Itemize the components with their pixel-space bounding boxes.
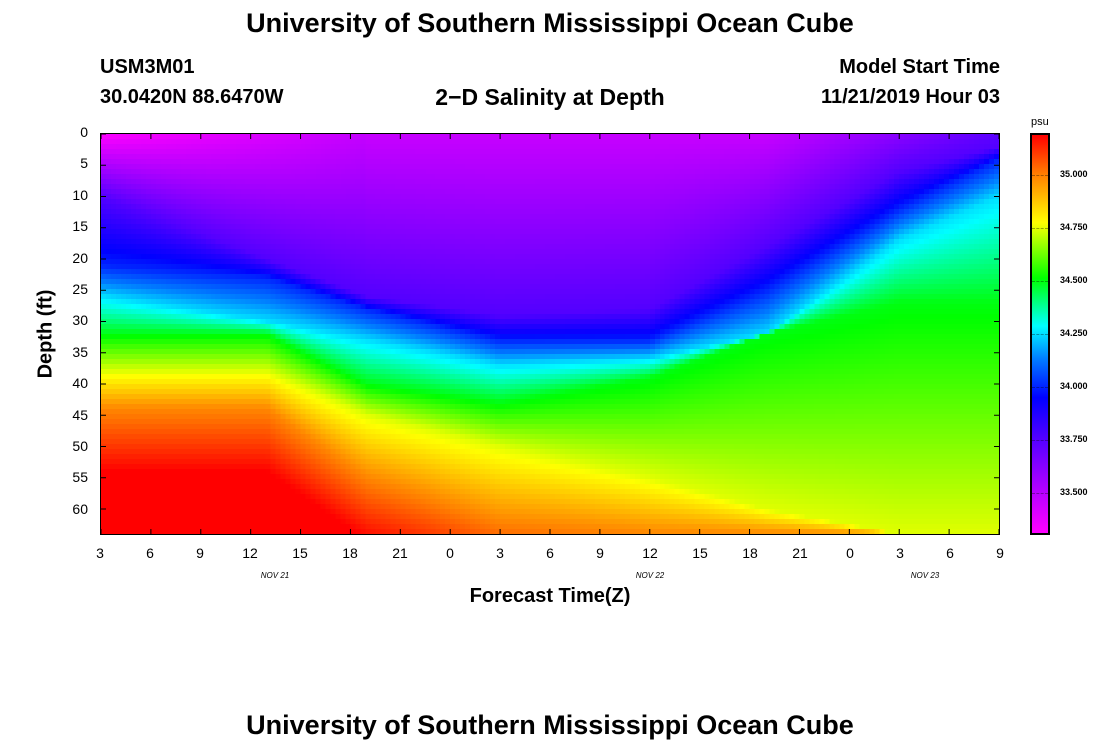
colorbar-tick-mark — [1032, 386, 1048, 388]
salinity-heatmap — [100, 133, 1000, 535]
x-tick-label: 6 — [546, 545, 554, 561]
date-label: NOV 22 — [635, 571, 665, 580]
colorbar — [1030, 133, 1050, 535]
colorbar-tick-label: 35.000 — [1060, 169, 1088, 180]
colorbar-tick-label: 34.500 — [1060, 275, 1088, 286]
y-tick-label: 35 — [72, 343, 88, 360]
x-tick-label: 21 — [392, 545, 408, 561]
x-tick-label: 9 — [596, 545, 604, 561]
y-tick-label: 15 — [72, 218, 88, 235]
x-tick-label: 6 — [146, 545, 154, 561]
y-tick-label: 40 — [72, 375, 88, 392]
x-tick-label: 18 — [342, 545, 358, 561]
colorbar-tick-mark — [1032, 175, 1048, 177]
x-tick-label: 15 — [292, 545, 308, 561]
x-axis-label: Forecast Time(Z) — [469, 585, 631, 607]
y-tick-label: 45 — [72, 406, 88, 423]
x-tick-label: 12 — [242, 545, 258, 561]
x-tick-label: 12 — [642, 545, 658, 561]
heatmap-canvas — [101, 134, 999, 534]
x-tick-label: 3 — [96, 545, 104, 561]
y-tick-label: 0 — [80, 124, 88, 140]
station-id: USM3M01 — [100, 56, 195, 78]
y-tick-label: 50 — [72, 438, 88, 455]
colorbar-tick-label: 33.500 — [1060, 486, 1088, 497]
y-tick-label: 60 — [72, 500, 88, 517]
y-tick-label: 25 — [72, 281, 88, 298]
y-tick-label: 55 — [72, 469, 88, 486]
x-tick-label: 3 — [896, 545, 904, 561]
model-start-label: Model Start Time — [839, 56, 1000, 78]
chart-title: 2−D Salinity at Depth — [435, 84, 665, 110]
x-tick-label: 6 — [946, 545, 954, 561]
y-tick-label: 20 — [72, 249, 88, 266]
colorbar-tick-mark — [1032, 439, 1048, 441]
x-tick-label: 0 — [846, 545, 854, 561]
model-start-value: 11/21/2019 Hour 03 — [820, 86, 1000, 108]
y-tick-label: 30 — [72, 312, 88, 329]
footer-title: University of Southern Mississippi Ocean… — [246, 710, 854, 740]
y-tick-label: 10 — [72, 186, 88, 203]
plot-overlay — [101, 134, 999, 534]
colorbar-tick-label: 34.250 — [1060, 328, 1088, 338]
colorbar-tick-label: 34.750 — [1060, 222, 1088, 233]
x-tick-label: 15 — [692, 545, 708, 561]
x-tick-label: 9 — [196, 545, 204, 561]
x-tick-label: 21 — [792, 545, 808, 561]
colorbar-tick-label: 34.000 — [1060, 380, 1088, 391]
colorbar-tick-mark — [1032, 334, 1048, 335]
colorbar-tick-mark — [1032, 281, 1048, 283]
date-label: NOV 21 — [260, 571, 290, 580]
x-tick-label: 18 — [742, 545, 758, 561]
x-tick-label: 0 — [446, 545, 454, 561]
colorbar-tick-mark — [1032, 492, 1048, 494]
date-label: NOV 23 — [910, 571, 940, 580]
y-tick-label: 5 — [80, 155, 88, 172]
y-axis-label: Depth (ft) — [34, 289, 57, 379]
page-title: University of Southern Mississippi Ocean… — [246, 8, 854, 38]
colorbar-tick-label: 33.750 — [1060, 433, 1088, 444]
colorbar-tick-mark — [1032, 228, 1048, 230]
x-tick-label: 9 — [996, 545, 1004, 561]
x-tick-label: 3 — [496, 545, 504, 561]
station-coords: 30.0420N 88.6470W — [100, 86, 284, 108]
colorbar-unit-label: psu — [1031, 116, 1049, 128]
